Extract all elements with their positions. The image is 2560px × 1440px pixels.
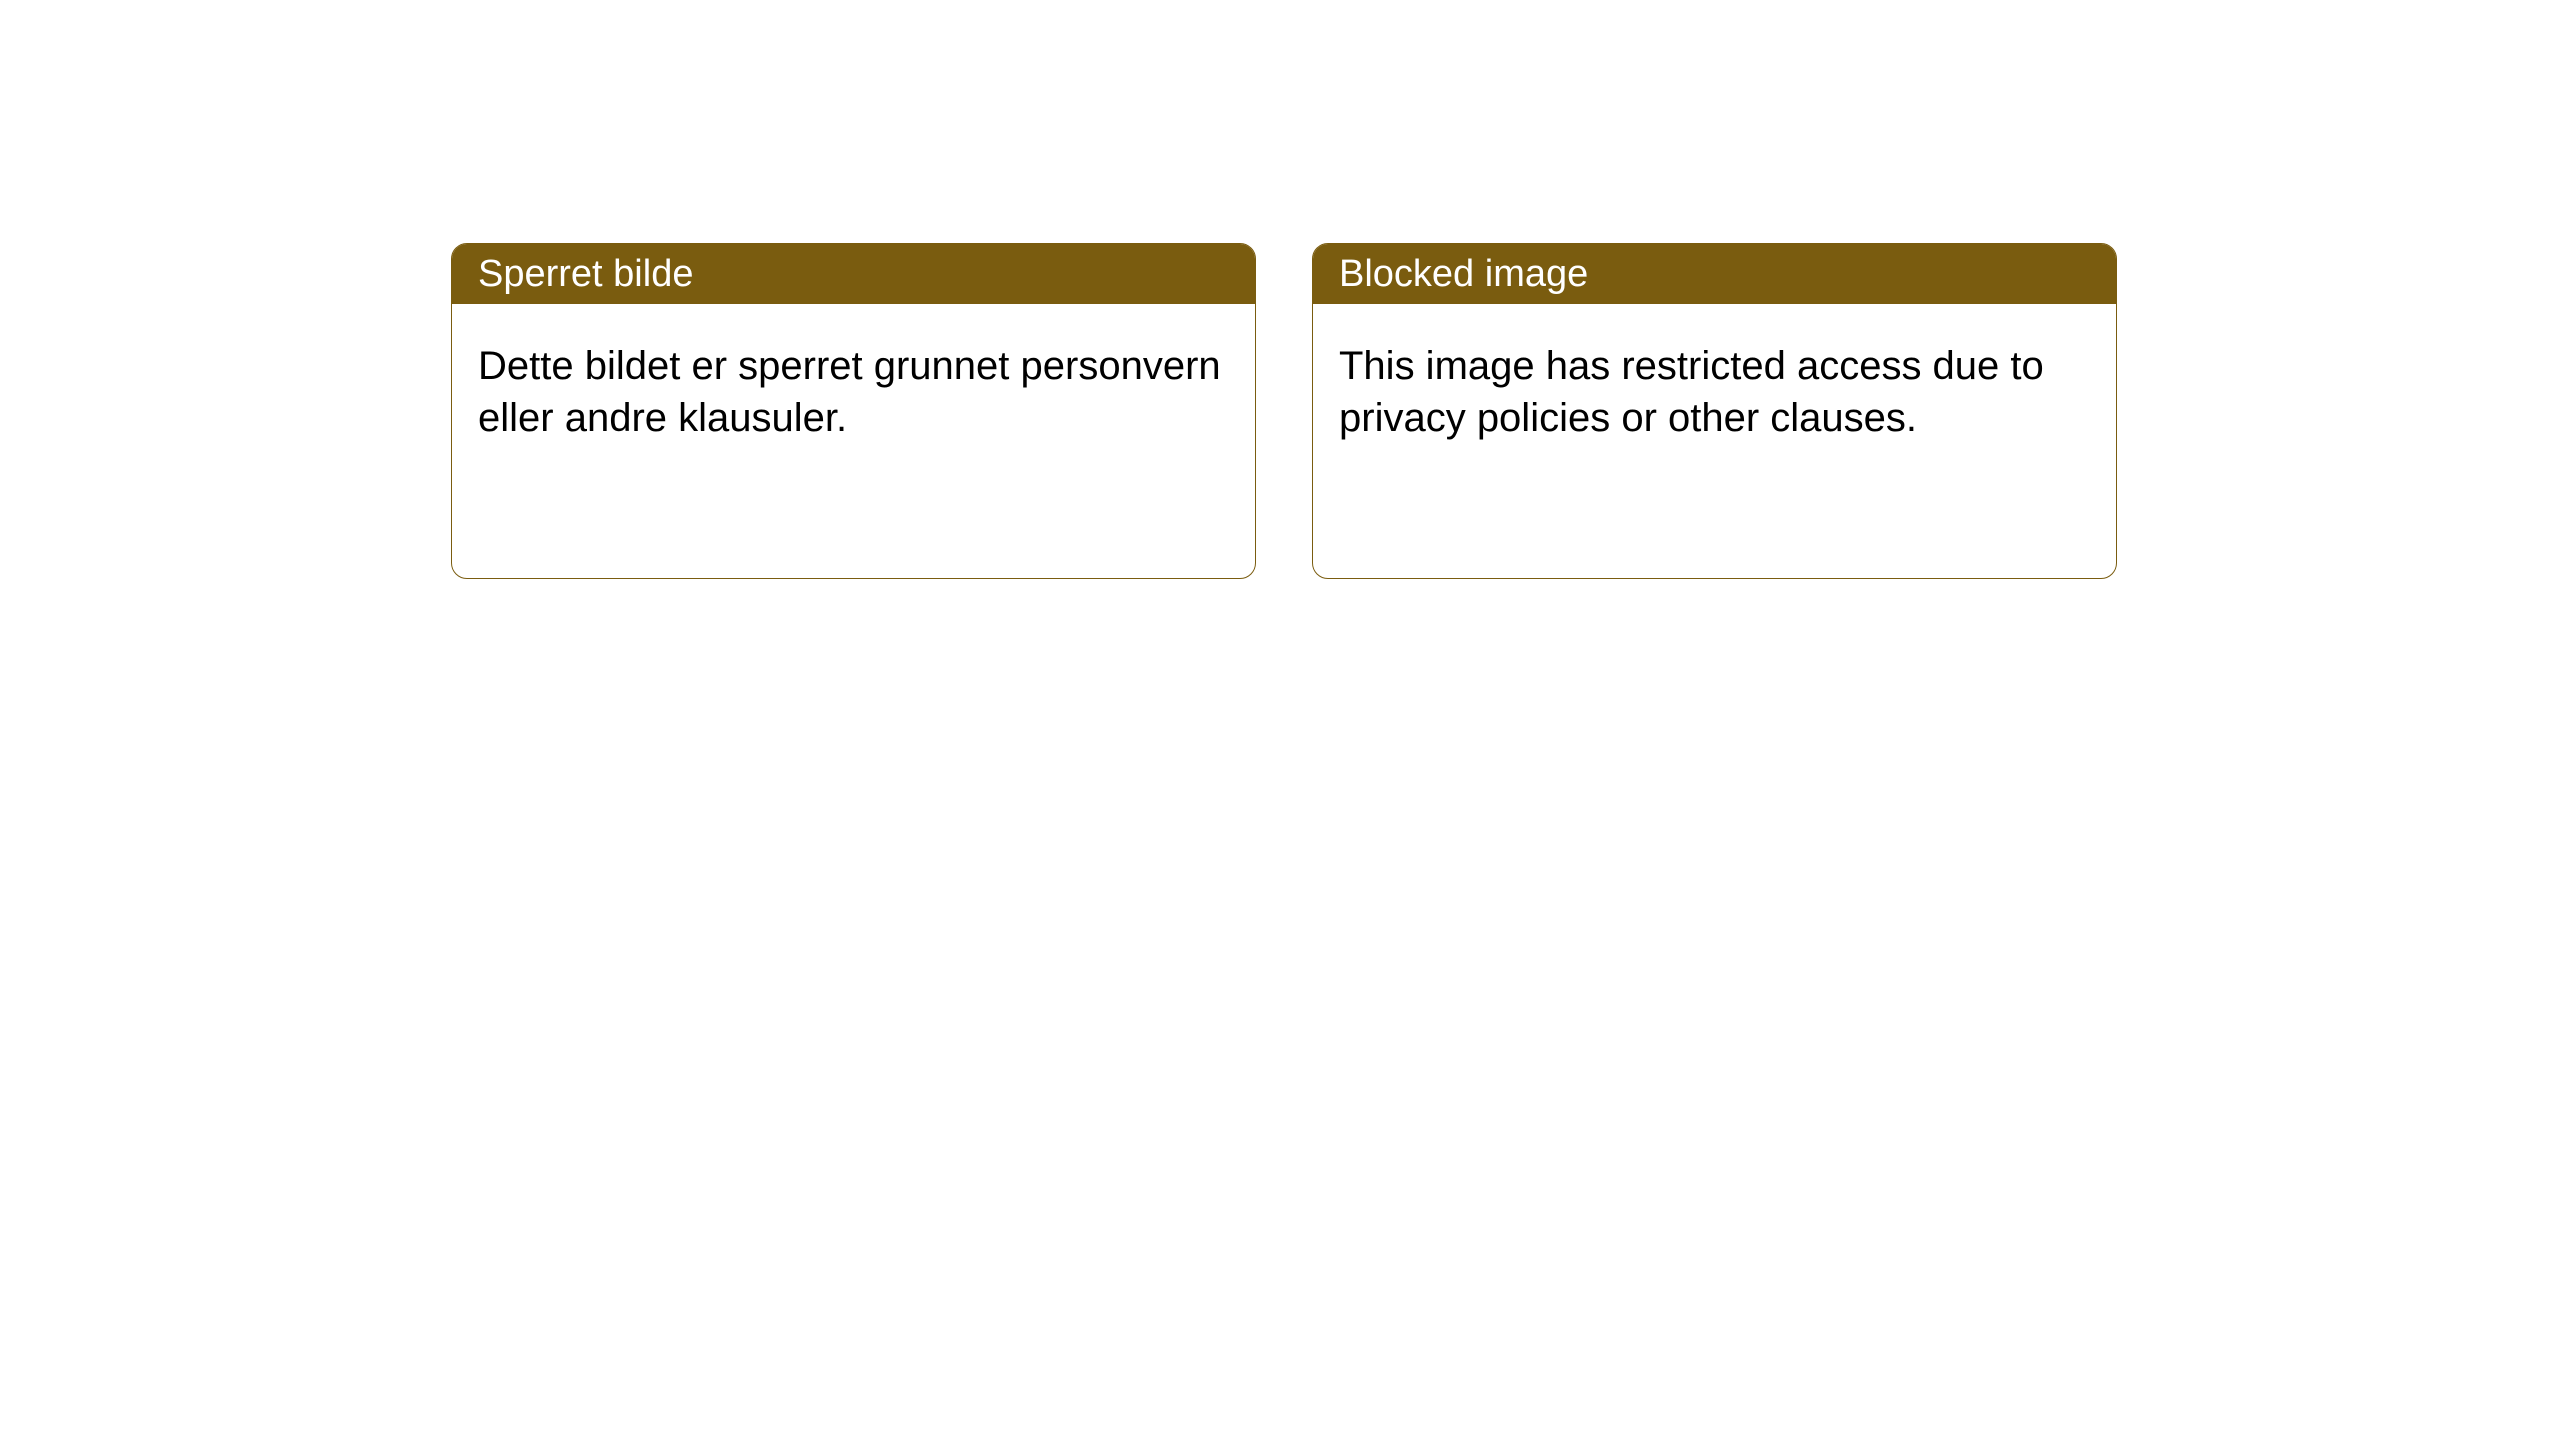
cards-container: Sperret bilde Dette bildet er sperret gr… <box>451 243 2117 579</box>
card-title: Blocked image <box>1339 253 1588 296</box>
blocked-image-card-no: Sperret bilde Dette bildet er sperret gr… <box>451 243 1256 579</box>
card-body: Dette bildet er sperret grunnet personve… <box>452 304 1255 480</box>
card-header: Blocked image <box>1313 244 2116 304</box>
card-body: This image has restricted access due to … <box>1313 304 2116 480</box>
card-body-text: Dette bildet er sperret grunnet personve… <box>478 344 1221 440</box>
card-body-text: This image has restricted access due to … <box>1339 344 2044 440</box>
card-title: Sperret bilde <box>478 253 693 296</box>
card-header: Sperret bilde <box>452 244 1255 304</box>
blocked-image-card-en: Blocked image This image has restricted … <box>1312 243 2117 579</box>
